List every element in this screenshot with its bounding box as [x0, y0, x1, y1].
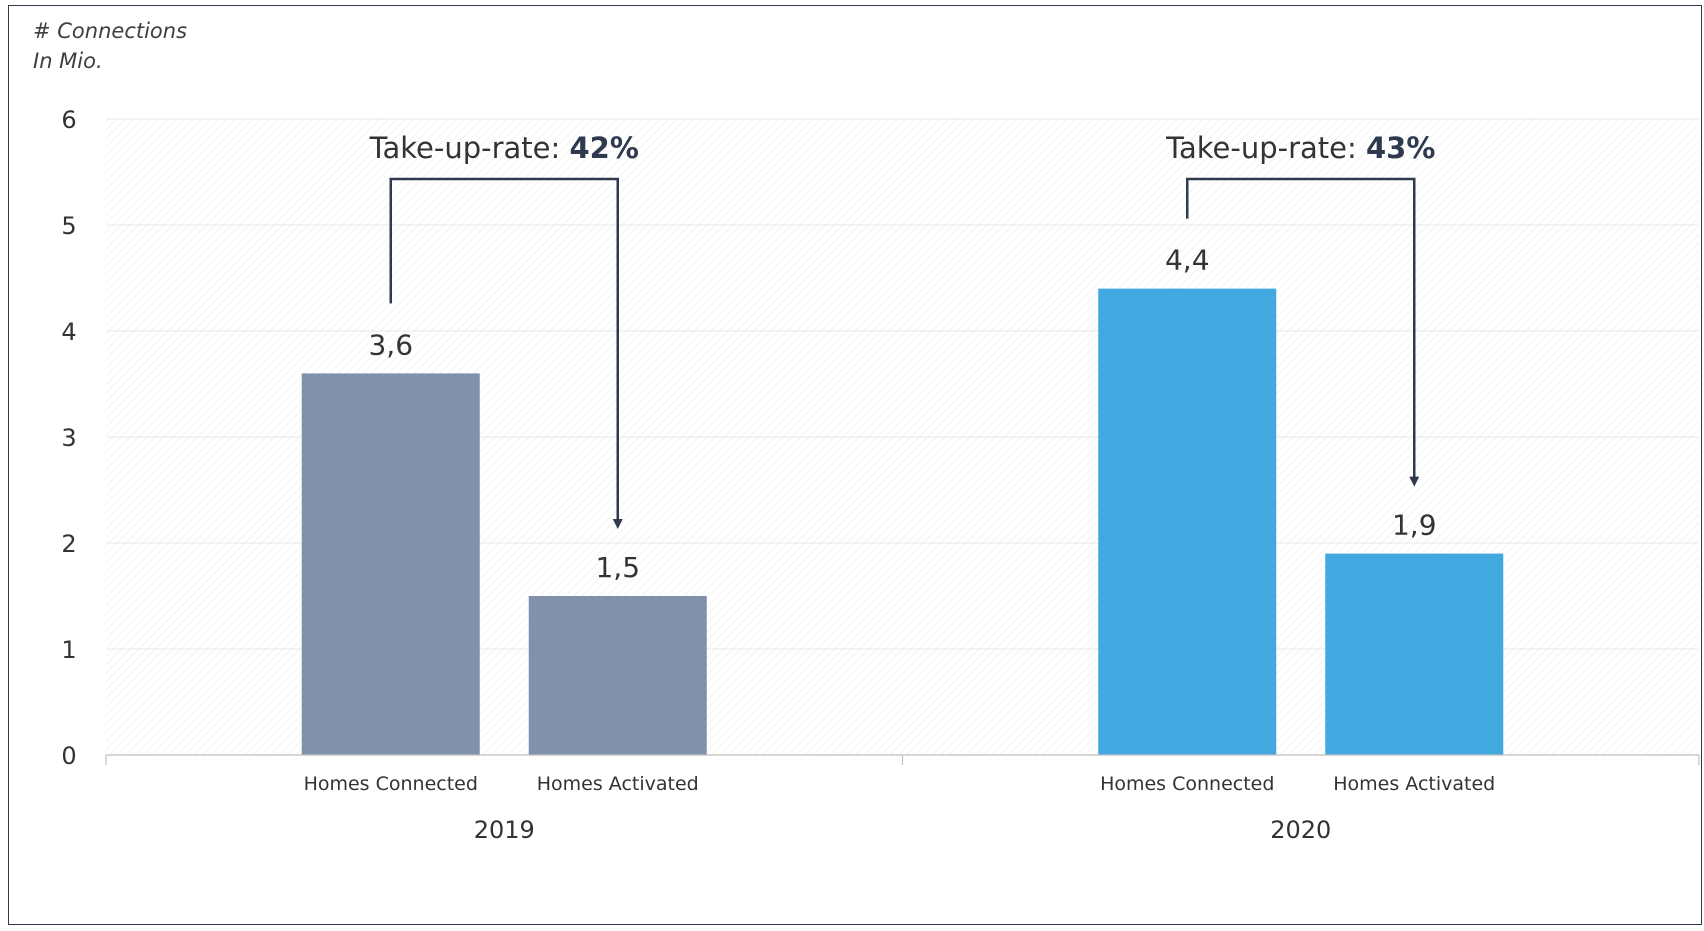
- take-up-rate-label: Take-up-rate: 43%: [1165, 131, 1435, 165]
- bar-2019-connected: [301, 373, 480, 755]
- x-category-label: Homes Connected: [1100, 773, 1274, 795]
- bar-2020-connected: [1098, 288, 1277, 755]
- bar-2020-activated: [1325, 553, 1504, 755]
- bar-2019-activated: [528, 596, 707, 755]
- bars: 3,6 1,5 4,4 1,9: [301, 244, 1504, 755]
- y-tick-label: 2: [61, 530, 76, 558]
- take-up-rate-label: Take-up-rate: 42%: [369, 131, 639, 165]
- y-tick-label: 4: [61, 318, 76, 346]
- chart-frame: # Connections In Mio. 0 1 2 3 4 5 6 3,6 1,5 4,4 1…: [8, 5, 1702, 925]
- y-tick-label: 0: [61, 742, 76, 770]
- take-up-rate-prefix: Take-up-rate:: [369, 131, 570, 165]
- take-up-arrow: [1186, 177, 1420, 487]
- bar-value-label: 3,6: [368, 328, 413, 361]
- bar-value-label: 4,4: [1165, 244, 1210, 277]
- y-axis: 0 1 2 3 4 5 6: [61, 106, 76, 770]
- annotations: Take-up-rate: 42% Take-up-rate: 43%: [369, 131, 1435, 529]
- unit-label-line1: # Connections: [33, 19, 187, 43]
- y-tick-label: 5: [61, 212, 76, 240]
- bar-chart: # Connections In Mio. 0 1 2 3 4 5 6 3,6 1,5 4,4 1…: [33, 19, 1700, 844]
- x-axis: Homes Connected Homes Activated2019Homes …: [105, 754, 1700, 844]
- x-category-label: Homes Activated: [1333, 773, 1495, 795]
- x-group-label: 2020: [1270, 816, 1331, 844]
- take-up-arrow: [389, 177, 623, 529]
- take-up-rate-value: 42%: [569, 131, 638, 165]
- y-tick-label: 1: [61, 636, 76, 664]
- bar-value-label: 1,9: [1392, 509, 1437, 542]
- y-tick-label: 6: [61, 106, 76, 134]
- bar-value-label: 1,5: [595, 551, 640, 584]
- y-tick-label: 3: [61, 424, 76, 452]
- x-group-label: 2019: [474, 816, 535, 844]
- x-category-label: Homes Activated: [537, 773, 699, 795]
- take-up-rate-prefix: Take-up-rate:: [1165, 131, 1366, 165]
- take-up-rate-value: 43%: [1366, 131, 1435, 165]
- x-category-label: Homes Connected: [304, 773, 478, 795]
- unit-label-line2: In Mio.: [33, 49, 103, 73]
